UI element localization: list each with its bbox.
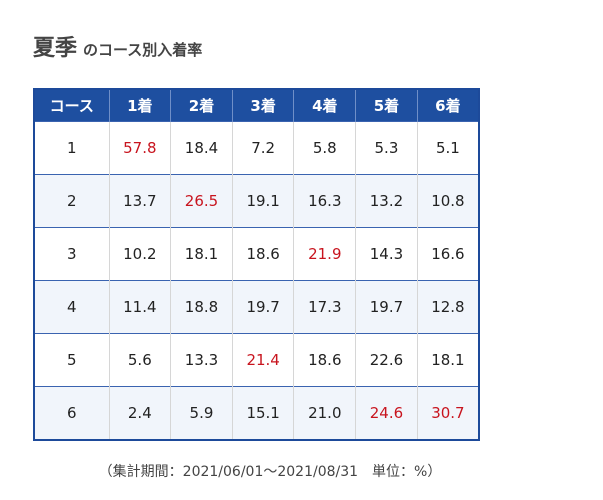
rate-cell: 17.3 [293, 280, 356, 334]
rate-cell: 16.3 [293, 174, 356, 228]
title-sub: のコース別入着率 [83, 41, 203, 59]
rate-cell: 30.7 [416, 386, 479, 440]
rate-cell: 13.7 [108, 174, 171, 228]
rate-cell: 18.6 [293, 333, 356, 387]
title-main: 夏季 [33, 36, 78, 61]
table-row: 3 10.2 18.1 18.6 21.9 14.3 16.6 [33, 227, 479, 281]
rate-cell: 11.4 [108, 280, 171, 334]
rate-cell: 10.2 [108, 227, 171, 281]
rate-cell: 10.8 [416, 174, 479, 228]
rate-cell: 7.2 [231, 121, 294, 175]
rate-cell: 21.9 [293, 227, 356, 281]
header-cell: 5着 [355, 89, 418, 122]
table-row: 2 13.7 26.5 19.1 16.3 13.2 10.8 [33, 174, 479, 228]
rate-cell: 5.6 [108, 333, 171, 387]
rate-cell: 18.4 [170, 121, 233, 175]
header-cell: 1着 [108, 89, 171, 122]
rate-cell: 13.3 [170, 333, 233, 387]
rate-cell: 5.9 [170, 386, 233, 440]
table-row: 1 57.8 18.4 7.2 5.8 5.3 5.1 [33, 121, 479, 175]
rate-cell: 5.1 [416, 121, 479, 175]
table-body: 1 57.8 18.4 7.2 5.8 5.3 5.1 2 13.7 26.5 19.1 16.3 13… [33, 121, 479, 440]
header-cell: コース [33, 89, 109, 122]
table-row: 6 2.4 5.9 15.1 21.0 24.6 30.7 [33, 386, 479, 440]
header-cell: 6着 [416, 89, 479, 122]
rate-cell: 18.1 [416, 333, 479, 387]
rate-cell: 2.4 [108, 386, 171, 440]
rate-cell: 19.7 [231, 280, 294, 334]
table-row: 4 11.4 18.8 19.7 17.3 19.7 12.8 [33, 280, 479, 334]
rate-cell: 22.6 [355, 333, 418, 387]
course-cell: 6 [33, 386, 109, 440]
course-cell: 5 [33, 333, 109, 387]
rate-cell: 26.5 [170, 174, 233, 228]
header-cell: 3着 [231, 89, 294, 122]
rate-cell: 5.3 [355, 121, 418, 175]
rate-cell: 57.8 [108, 121, 171, 175]
rate-cell: 5.8 [293, 121, 356, 175]
rate-cell: 19.7 [355, 280, 418, 334]
rate-cell: 12.8 [416, 280, 479, 334]
rate-cell: 24.6 [355, 386, 418, 440]
footnote: （集計期間：2021/06/01〜2021/08/31 単位：%） [98, 464, 442, 480]
rate-cell: 14.3 [355, 227, 418, 281]
course-cell: 2 [33, 174, 109, 228]
rate-cell: 18.8 [170, 280, 233, 334]
rate-cell: 21.4 [231, 333, 294, 387]
table-row: 5 5.6 13.3 21.4 18.6 22.6 18.1 [33, 333, 479, 387]
results-table: コース 1着 2着 3着 4着 5着 6着 1 57.8 18.4 7.2 5.8 5.3 5.1 2 13… [33, 88, 480, 441]
rate-cell: 15.1 [231, 386, 294, 440]
header-cell: 4着 [293, 89, 356, 122]
rate-cell: 16.6 [416, 227, 479, 281]
header-cell: 2着 [170, 89, 233, 122]
title: 夏季 のコース別入着率 [33, 30, 202, 62]
rate-cell: 21.0 [293, 386, 356, 440]
header-row: コース 1着 2着 3着 4着 5着 6着 [33, 89, 479, 122]
rate-cell: 19.1 [231, 174, 294, 228]
rate-cell: 18.6 [231, 227, 294, 281]
rate-cell: 13.2 [355, 174, 418, 228]
course-cell: 1 [33, 121, 109, 175]
rate-cell: 18.1 [170, 227, 233, 281]
course-cell: 3 [33, 227, 109, 281]
course-cell: 4 [33, 280, 109, 334]
